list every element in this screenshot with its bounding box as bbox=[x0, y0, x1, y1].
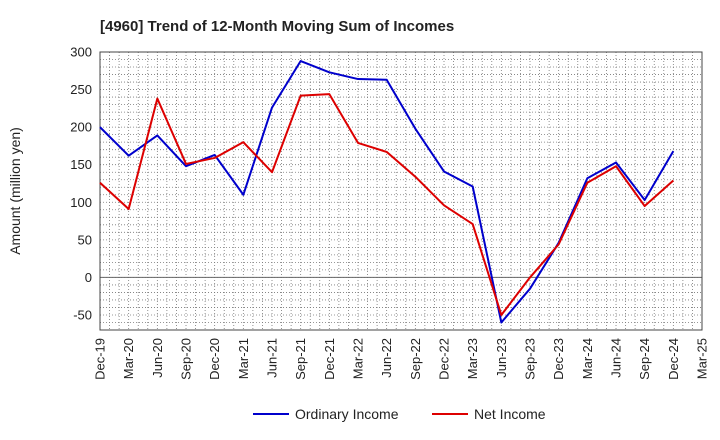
y-axis-label: Amount (million yen) bbox=[7, 127, 23, 255]
x-tick-label: Mar-24 bbox=[580, 338, 595, 379]
plot-area: -50 0 50 100 150 200 250 300 Dec-19 Mar-20 Jun-20 S… bbox=[70, 45, 709, 380]
x-tick-label: Dec-21 bbox=[322, 338, 337, 380]
y-tick-label: 150 bbox=[70, 157, 92, 172]
x-tick-label: Dec-20 bbox=[207, 338, 222, 380]
y-tick-label: 0 bbox=[85, 270, 92, 285]
x-tick-label: Dec-19 bbox=[93, 338, 108, 380]
plot-frame bbox=[99, 51, 703, 331]
x-tick-label: Sep-23 bbox=[523, 338, 538, 380]
legend: Ordinary Income Net Income bbox=[253, 406, 546, 422]
x-tick-label: Jun-23 bbox=[494, 338, 509, 378]
y-tick-label: 300 bbox=[70, 45, 92, 60]
x-tick-label: Jun-20 bbox=[150, 338, 165, 378]
legend-label: Net Income bbox=[474, 406, 546, 422]
x-tick-label: Jun-22 bbox=[379, 338, 394, 378]
x-tick-label: Mar-23 bbox=[465, 338, 480, 379]
y-tick-label: 200 bbox=[70, 120, 92, 135]
x-tick-label: Jun-24 bbox=[609, 338, 624, 378]
y-tick-label: 100 bbox=[70, 195, 92, 210]
series-line bbox=[99, 93, 674, 316]
x-tick-label: Mar-25 bbox=[695, 338, 710, 379]
legend-label: Ordinary Income bbox=[295, 406, 399, 422]
x-tick-label: Mar-20 bbox=[121, 338, 136, 379]
x-tick-label: Dec-22 bbox=[437, 338, 452, 380]
y-tick-label: -50 bbox=[73, 307, 92, 322]
y-tick-label: 250 bbox=[70, 82, 92, 97]
x-tick-label: Mar-22 bbox=[351, 338, 366, 379]
chart-title: [4960] Trend of 12-Month Moving Sum of I… bbox=[100, 18, 454, 35]
x-tick-label: Sep-20 bbox=[179, 338, 194, 380]
x-tick-label: Dec-23 bbox=[551, 338, 566, 380]
x-tick-label: Sep-24 bbox=[637, 338, 652, 380]
x-tick-label: Dec-24 bbox=[666, 338, 681, 380]
x-tick-label: Jun-21 bbox=[265, 338, 280, 378]
x-tick-label: Sep-22 bbox=[408, 338, 423, 380]
x-tick-label: Sep-21 bbox=[293, 338, 308, 380]
y-tick-label: 50 bbox=[78, 232, 92, 247]
x-tick-label: Mar-21 bbox=[236, 338, 251, 379]
